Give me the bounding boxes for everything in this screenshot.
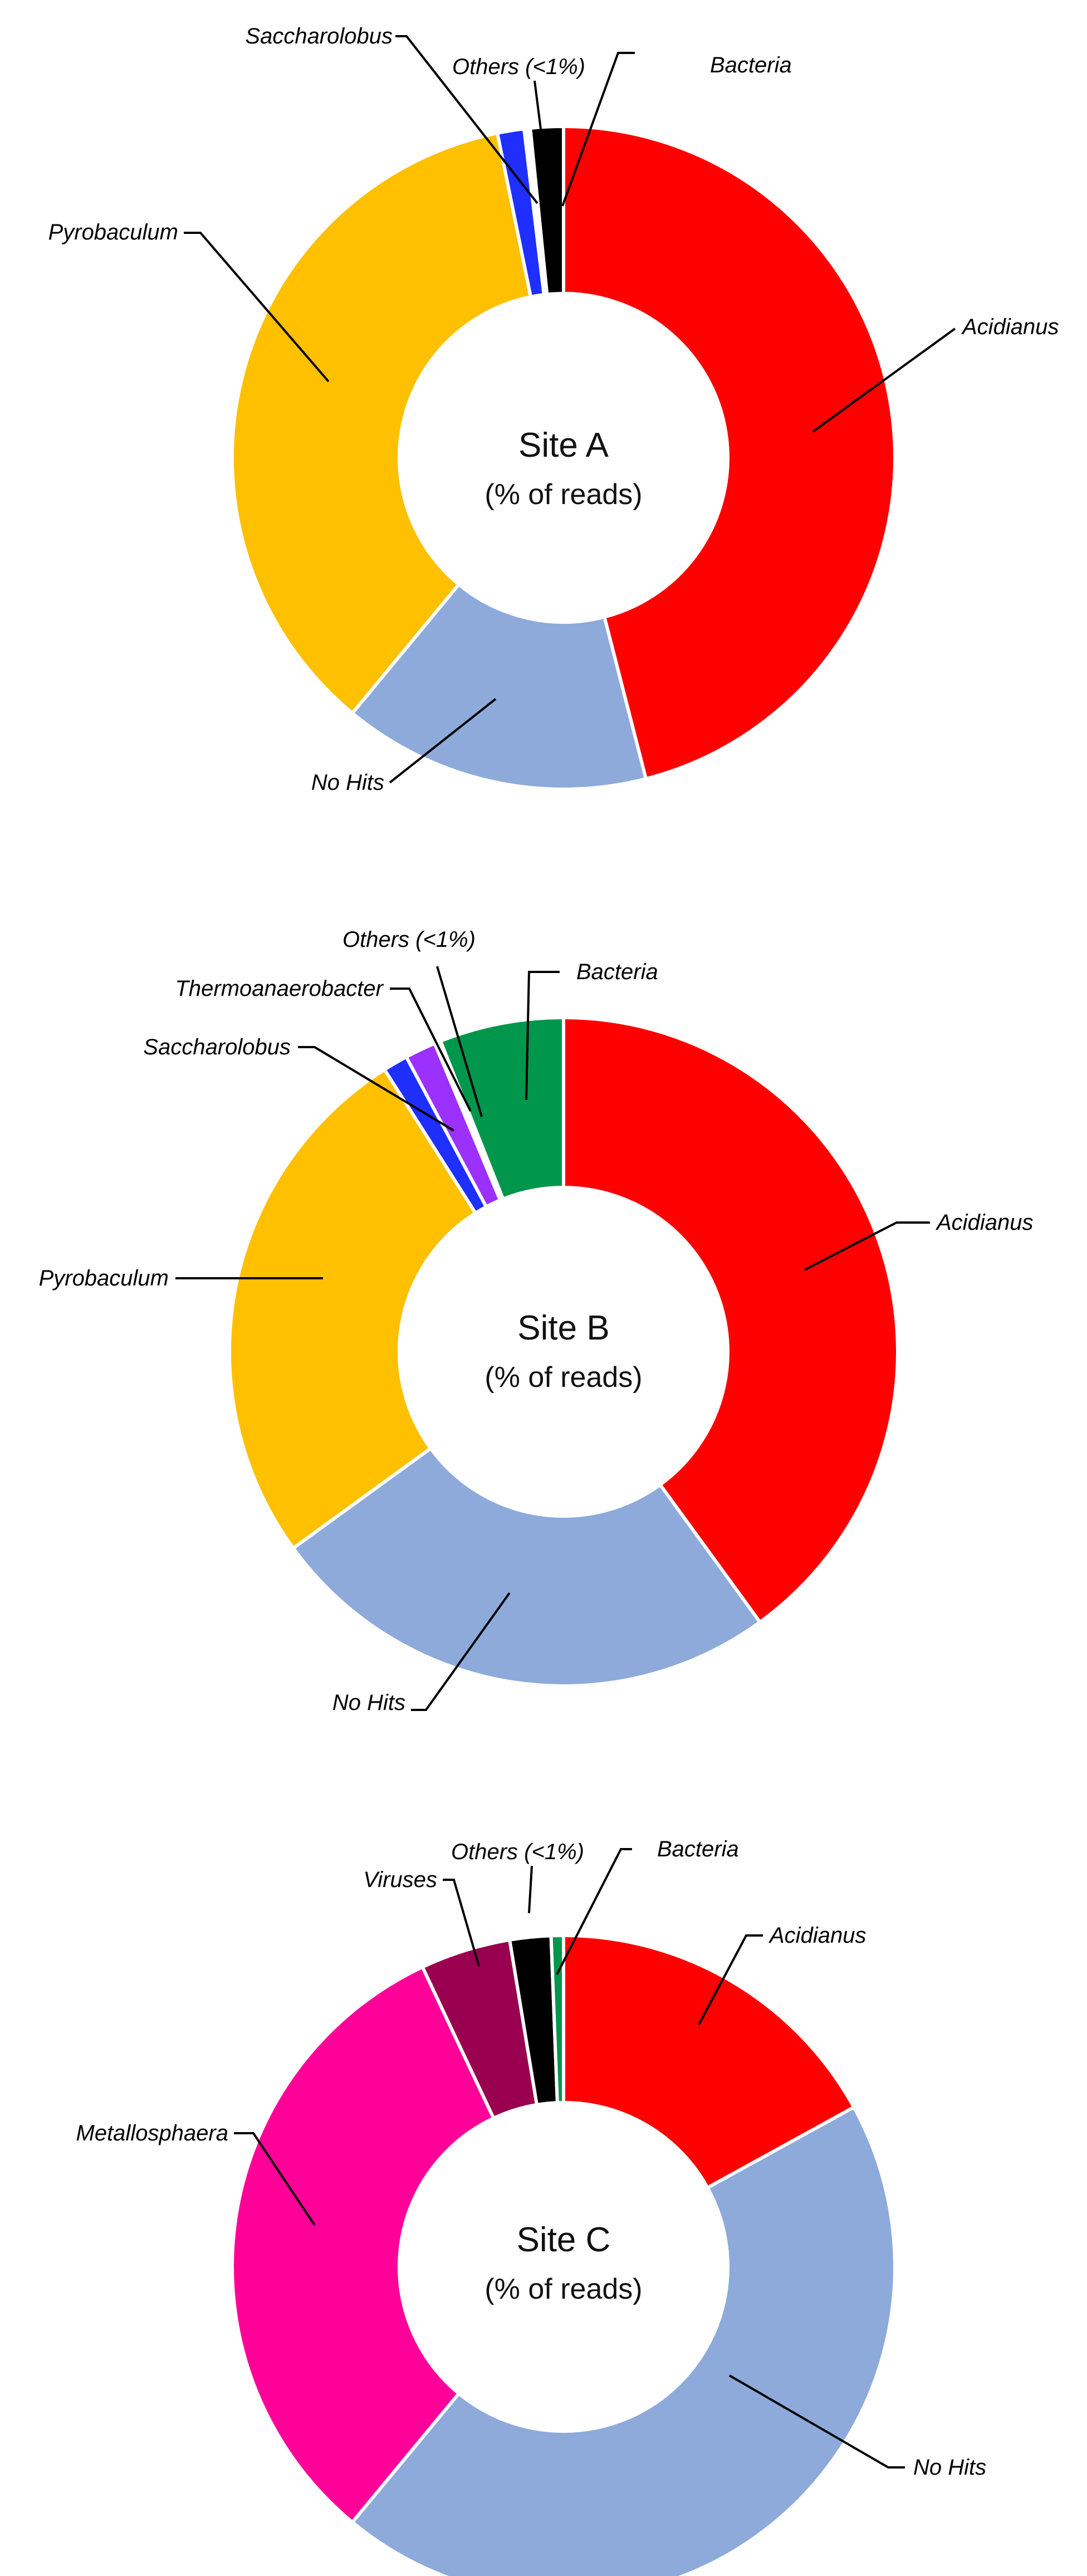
- slice-pyrobaculum: [228, 1067, 478, 1551]
- leader-line-thermoanaerobacter: [390, 988, 472, 1112]
- callout-saccharolobus: Saccharolobus: [245, 24, 393, 48]
- callout-metallosphaera: Metallosphaera: [76, 2121, 229, 2145]
- leader-line-pyrobaculum: [184, 232, 330, 383]
- leader-line-no-hits: [728, 2374, 905, 2469]
- slice-acidianus: [562, 1015, 899, 1625]
- chart-subtitle: (% of reads): [484, 1361, 642, 1394]
- callout-others: Others (<1%): [451, 1840, 584, 1864]
- leader-line-metallosphaera: [234, 2132, 316, 2226]
- callout-acidianus: Acidianus: [768, 1923, 866, 1948]
- slice-pyrobaculum: [231, 131, 533, 716]
- chart-title: Site A: [518, 426, 609, 465]
- callout-acidianus: Acidianus: [936, 1210, 1033, 1235]
- slice-acidianus: [562, 1933, 856, 2190]
- leader-line-others: [533, 80, 551, 204]
- leader-line-bacteria: [561, 52, 635, 207]
- callout-bacteria: Bacteria: [576, 960, 658, 984]
- slices-site-b: [228, 1015, 899, 1688]
- chart-subtitle: (% of reads): [484, 2273, 642, 2305]
- chart-title: Site C: [517, 2221, 611, 2259]
- leader-line-no-hits: [411, 1592, 511, 1711]
- chart-subtitle: (% of reads): [484, 478, 642, 511]
- callout-others: Others (<1%): [342, 927, 476, 952]
- slice-acidianus: [562, 124, 897, 781]
- callout-pyrobaculum: Pyrobaculum: [39, 1266, 169, 1291]
- slice-bacteria: [549, 1933, 565, 2105]
- callout-no-hits: No Hits: [913, 2455, 986, 2480]
- leader-line-no-hits: [389, 698, 497, 784]
- slices-site-a: [231, 124, 897, 791]
- callout-pyrobaculum: Pyrobaculum: [48, 220, 178, 245]
- callout-viruses: Viruses: [363, 1868, 437, 1892]
- donut-chart-site-a: Site A (% of reads) Acidianus No Hits Py…: [48, 24, 1059, 795]
- slice-metallosphaera: [231, 1964, 496, 2525]
- callout-thermoanaerobacter: Thermoanaerobacter: [175, 976, 384, 1001]
- slice-no-hits: [291, 1446, 762, 1688]
- leader-line-acidianus: [812, 328, 956, 433]
- leader-line-bacteria: [525, 971, 560, 1101]
- callout-bacteria: Bacteria: [710, 53, 792, 77]
- donut-chart-site-c: Site C (% of reads) Acidianus No Hits Me…: [76, 1837, 986, 2576]
- leader-line-others: [436, 966, 483, 1117]
- leader-line-viruses: [443, 1879, 480, 1967]
- callout-no-hits: No Hits: [311, 770, 384, 795]
- leader-line-others: [528, 1865, 533, 1914]
- slices-site-c: [231, 1933, 897, 2576]
- slice-bacteria: [438, 1015, 565, 1201]
- chart-title: Site B: [517, 1309, 609, 1347]
- donut-chart-site-b: Site B (% of reads) Acidianus No Hits Py…: [39, 927, 1034, 1715]
- leader-line-saccharolobus: [298, 1046, 455, 1132]
- callout-acidianus: Acidianus: [961, 315, 1059, 339]
- callout-bacteria: Bacteria: [657, 1837, 739, 1861]
- slice-no-hits: [350, 2105, 897, 2576]
- callout-saccharolobus: Saccharolobus: [143, 1035, 291, 1059]
- leader-line-acidianus: [804, 1221, 930, 1271]
- leader-line-acidianus: [698, 1934, 763, 2025]
- leader-line-saccharolobus: [395, 35, 538, 204]
- slice-no-hits: [350, 582, 648, 791]
- leader-line-bacteria: [556, 1848, 632, 1975]
- callout-no-hits: No Hits: [332, 1690, 405, 1715]
- callout-others: Others (<1%): [452, 55, 585, 79]
